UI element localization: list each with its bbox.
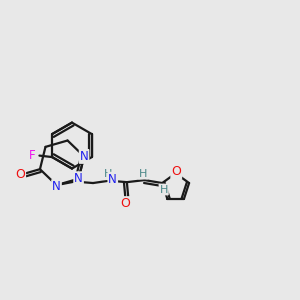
Text: O: O [15, 168, 25, 181]
Text: H: H [103, 169, 112, 179]
Text: H: H [139, 169, 147, 178]
Text: N: N [80, 150, 88, 163]
Text: N: N [52, 180, 61, 193]
Text: H: H [160, 184, 168, 194]
Text: O: O [121, 197, 130, 210]
Text: O: O [171, 165, 181, 178]
Text: F: F [29, 149, 35, 162]
Text: N: N [74, 172, 83, 185]
Text: N: N [108, 173, 117, 186]
